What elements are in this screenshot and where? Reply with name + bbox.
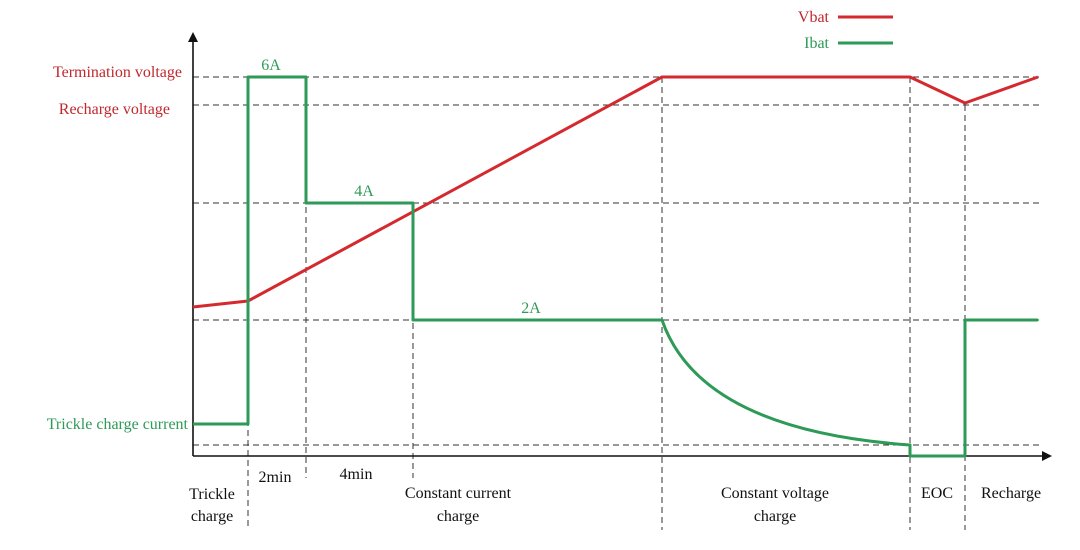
recharge-voltage-label: Recharge voltage bbox=[59, 101, 170, 118]
duration-4min-label: 4min bbox=[340, 466, 373, 483]
vbat-curve bbox=[192, 75, 1039, 309]
ibat-curve bbox=[193, 75, 1038, 458]
current-2a-label: 2A bbox=[521, 300, 541, 317]
legend-vbat-label: Vbat bbox=[798, 9, 830, 26]
termination-voltage-label: Termination voltage bbox=[53, 64, 182, 81]
trickle-charge-current-label: Trickle charge current bbox=[47, 416, 189, 433]
vertical-guides bbox=[247, 77, 966, 530]
legend: Vbat Ibat bbox=[798, 9, 893, 52]
phase-cv-line1: Constant voltage bbox=[721, 485, 829, 502]
current-4a-label: 4A bbox=[354, 183, 374, 200]
duration-2min-label: 2min bbox=[259, 469, 292, 486]
phase-cc-line1: Constant current bbox=[405, 485, 512, 502]
axes bbox=[188, 32, 1052, 461]
legend-ibat-label: Ibat bbox=[804, 35, 829, 52]
phase-recharge-label: Recharge bbox=[981, 485, 1041, 502]
phase-trickle-line1: Trickle bbox=[189, 486, 235, 503]
phase-trickle-line2: charge bbox=[191, 508, 233, 525]
phase-eoc-label: EOC bbox=[921, 485, 953, 502]
current-6a-label: 6A bbox=[261, 57, 281, 74]
phase-cc-line2: charge bbox=[437, 508, 479, 525]
phase-cv-line2: charge bbox=[754, 508, 796, 525]
